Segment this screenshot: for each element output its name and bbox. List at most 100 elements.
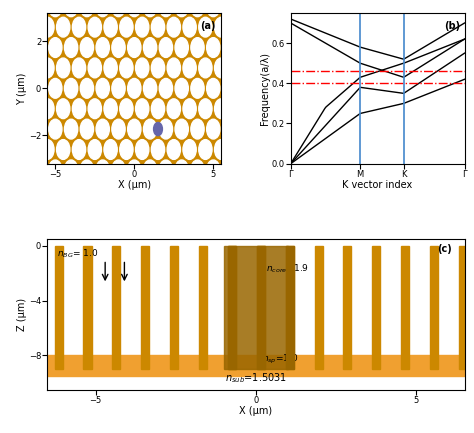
Text: (c): (c) [437,243,452,254]
Circle shape [112,78,125,98]
Y-axis label: Y (μm): Y (μm) [18,72,27,104]
Circle shape [80,0,93,16]
Circle shape [120,99,133,119]
Y-axis label: Frequency(a/λ): Frequency(a/λ) [260,52,270,125]
Circle shape [64,38,78,58]
Circle shape [56,99,70,119]
Bar [170,246,178,369]
Circle shape [199,17,212,37]
Text: $n_{sub}$=1.5031: $n_{sub}$=1.5031 [225,371,287,385]
Circle shape [41,99,54,119]
Y-axis label: Z (μm): Z (μm) [18,298,27,331]
Circle shape [215,58,228,78]
Circle shape [96,78,109,98]
Circle shape [96,38,109,58]
Circle shape [33,160,46,180]
Circle shape [175,0,188,16]
Circle shape [128,160,141,180]
Circle shape [191,38,204,58]
Text: $n_{sp}$=1.0: $n_{sp}$=1.0 [263,353,299,366]
Circle shape [136,139,149,159]
Bar [286,246,294,369]
Circle shape [151,17,164,37]
Circle shape [191,160,204,180]
Circle shape [104,17,117,37]
Circle shape [175,119,188,139]
Circle shape [33,78,46,98]
Circle shape [88,58,101,78]
Circle shape [128,78,141,98]
X-axis label: K vector index: K vector index [343,180,413,191]
Circle shape [41,139,54,159]
Circle shape [128,0,141,16]
Bar [459,246,467,369]
Bar [224,246,288,369]
Circle shape [144,119,157,139]
Circle shape [207,160,220,180]
Circle shape [167,99,181,119]
Bar [257,246,265,369]
Circle shape [56,17,70,37]
Circle shape [49,78,62,98]
Circle shape [222,38,236,58]
Circle shape [191,78,204,98]
Circle shape [73,99,86,119]
Circle shape [183,99,196,119]
Circle shape [80,160,93,180]
Circle shape [73,58,86,78]
Circle shape [136,58,149,78]
Circle shape [159,119,173,139]
Circle shape [41,58,54,78]
Circle shape [33,38,46,58]
Circle shape [96,119,109,139]
Circle shape [207,78,220,98]
Circle shape [207,119,220,139]
Circle shape [49,160,62,180]
Bar [83,246,91,369]
Circle shape [80,78,93,98]
Circle shape [64,78,78,98]
Circle shape [96,0,109,16]
X-axis label: X (μm): X (μm) [118,180,151,191]
Bar [286,246,294,369]
Circle shape [128,119,141,139]
Circle shape [159,160,173,180]
Circle shape [175,38,188,58]
Circle shape [56,58,70,78]
Circle shape [80,38,93,58]
Circle shape [144,0,157,16]
Circle shape [112,160,125,180]
Circle shape [73,139,86,159]
Circle shape [144,160,157,180]
Circle shape [191,0,204,16]
Circle shape [120,58,133,78]
Circle shape [222,119,236,139]
Circle shape [49,0,62,16]
Circle shape [167,139,181,159]
Circle shape [136,99,149,119]
Circle shape [151,58,164,78]
Circle shape [207,0,220,16]
Circle shape [151,99,164,119]
Bar [47,355,465,376]
Circle shape [112,119,125,139]
Text: $n_{core}$=1.9: $n_{core}$=1.9 [265,262,309,275]
Circle shape [88,17,101,37]
Circle shape [159,0,173,16]
Bar [430,246,438,369]
Circle shape [222,78,236,98]
Circle shape [49,119,62,139]
Bar [141,246,149,369]
Circle shape [96,160,109,180]
Text: (a): (a) [201,20,216,30]
Circle shape [215,139,228,159]
Circle shape [222,0,236,16]
Circle shape [199,139,212,159]
Circle shape [159,38,173,58]
Bar [112,246,120,369]
Circle shape [199,99,212,119]
Circle shape [167,17,181,37]
Bar [343,246,351,369]
Circle shape [215,99,228,119]
Circle shape [144,38,157,58]
